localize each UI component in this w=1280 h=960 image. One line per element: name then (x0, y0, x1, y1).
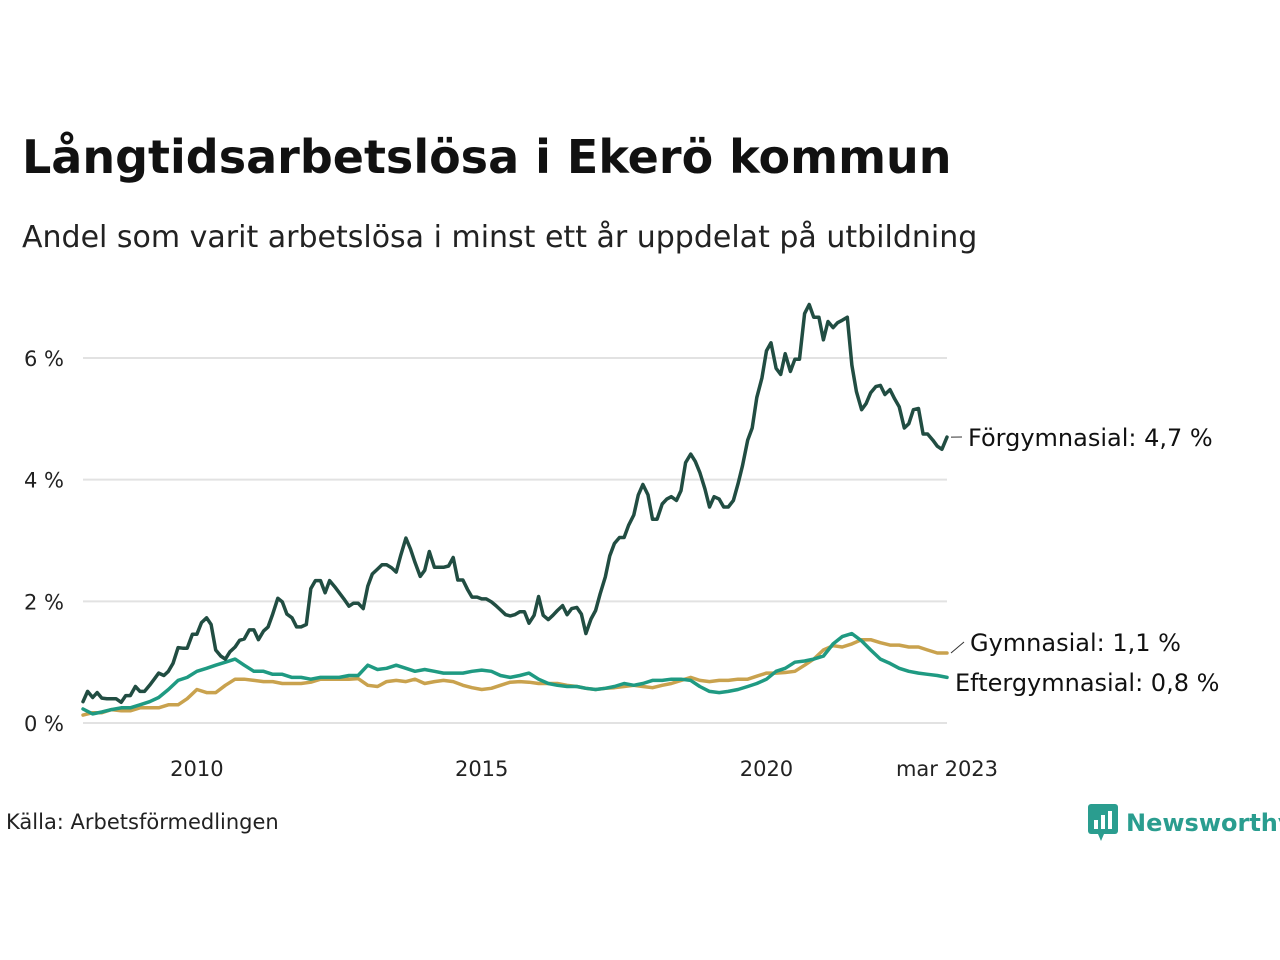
series-lines (81, 302, 949, 717)
chart-title: Långtidsarbetslösa i Ekerö kommun (22, 130, 952, 184)
x-tick-label: 2020 (740, 757, 793, 781)
y-tick-label: 6 % (24, 347, 64, 371)
x-tick-label: 2015 (455, 757, 508, 781)
x-tick-label: mar 2023 (896, 757, 998, 781)
newsworthy-logo-icon (1088, 804, 1118, 841)
series-line-förgymnasial (81, 302, 949, 705)
y-tick-label: 2 % (24, 590, 64, 614)
series-line-gymnasial (81, 637, 949, 717)
y-tick-label: 0 % (24, 712, 64, 736)
series-line-eftergymnasial (81, 631, 949, 716)
brand-logo: Newsworthy (1088, 803, 1280, 843)
x-tick-label: 2010 (170, 757, 223, 781)
gridlines (83, 357, 947, 724)
source-note: Källa: Arbetsförmedlingen (6, 810, 279, 834)
y-tick-label: 4 % (24, 469, 64, 493)
brand-name: Newsworthy (1126, 809, 1280, 837)
chart-subtitle: Andel som varit arbetslösa i minst ett å… (22, 220, 978, 255)
series-end-label: Eftergymnasial: 0,8 % (955, 669, 1219, 697)
series-end-label: Förgymnasial: 4,7 % (968, 424, 1213, 452)
series-end-label: Gymnasial: 1,1 % (970, 629, 1181, 657)
y-axis: 0 % 2 % 4 % 6 % (24, 347, 64, 736)
series-end-labels: Förgymnasial: 4,7 % Gymnasial: 1,1 % Efter… (950, 424, 1219, 697)
label-connector (950, 641, 965, 654)
x-axis: 2010 2015 2020 mar 2023 (170, 757, 998, 781)
